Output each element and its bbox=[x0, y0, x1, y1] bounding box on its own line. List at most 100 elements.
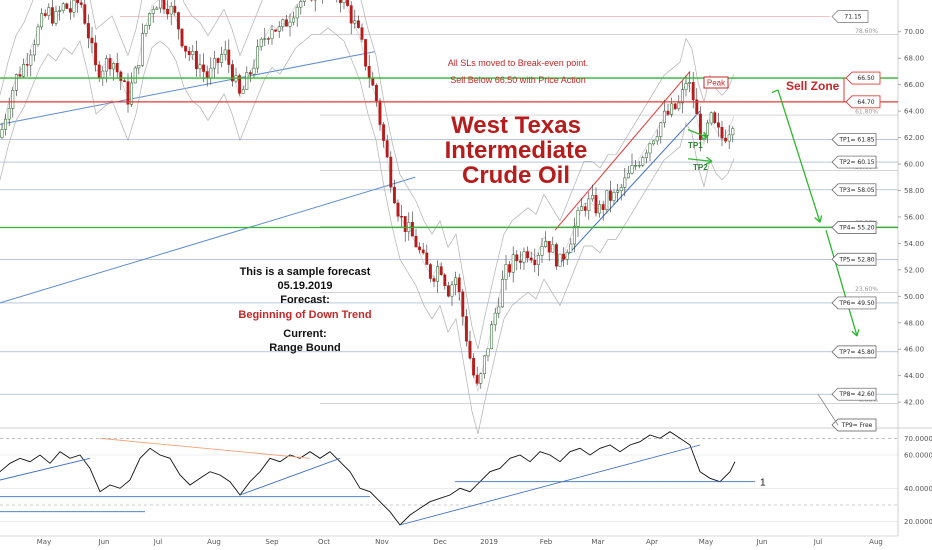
candle-body bbox=[724, 137, 728, 142]
rsi-trendline bbox=[399, 444, 701, 526]
candle-body bbox=[680, 89, 684, 104]
candle-body bbox=[688, 82, 692, 84]
candle-body bbox=[216, 58, 220, 63]
candle-body bbox=[461, 291, 465, 317]
candle-body bbox=[374, 84, 378, 102]
candle-body bbox=[468, 340, 472, 359]
candle-body bbox=[425, 252, 429, 265]
candle-body bbox=[202, 64, 206, 72]
candle-body bbox=[180, 28, 184, 47]
candle-body bbox=[151, 9, 155, 14]
candle-body bbox=[716, 122, 720, 128]
forecast-arrow bbox=[687, 129, 709, 139]
candle-body bbox=[248, 72, 252, 75]
candle-body bbox=[22, 64, 26, 77]
fib-label: 78.60% bbox=[855, 28, 878, 35]
candle-body bbox=[72, 0, 76, 13]
y-tick-label: 58.00 bbox=[904, 187, 924, 195]
candle-body bbox=[410, 222, 414, 237]
forecast-arrow bbox=[687, 158, 713, 163]
candle-body bbox=[0, 129, 4, 138]
candle-body bbox=[112, 63, 116, 70]
sell-zone-label: Sell Zone bbox=[786, 79, 840, 93]
candle-body bbox=[194, 51, 198, 70]
x-tick-label: Jun bbox=[756, 538, 768, 546]
candle-body bbox=[65, 3, 69, 9]
sell-note: Sell Below 66.50 with Price Action bbox=[450, 75, 586, 85]
x-tick-label: Aug bbox=[207, 538, 221, 546]
target-label: TP2= 60.15 bbox=[838, 159, 874, 166]
candle-body bbox=[54, 11, 58, 24]
candle-body bbox=[137, 65, 141, 69]
candle-body bbox=[554, 244, 558, 267]
rsi-trendline bbox=[239, 457, 341, 496]
candle-body bbox=[630, 165, 634, 174]
candle-body bbox=[223, 49, 227, 55]
candle-body bbox=[472, 357, 476, 376]
candle-body bbox=[270, 29, 274, 40]
top-price-box bbox=[831, 10, 869, 23]
candle-body bbox=[684, 83, 688, 90]
candle-body bbox=[389, 156, 393, 188]
candle-body bbox=[371, 77, 375, 86]
candle-body bbox=[475, 374, 479, 384]
target-label: TP7= 45.80 bbox=[838, 349, 874, 356]
price-gridlines bbox=[0, 0, 932, 536]
candle-body bbox=[533, 259, 537, 266]
candle-body bbox=[493, 312, 497, 326]
target-connector bbox=[817, 393, 839, 426]
candle-body bbox=[648, 143, 652, 154]
target-box bbox=[831, 387, 877, 401]
candle-body bbox=[673, 103, 677, 110]
candle-body bbox=[446, 285, 450, 297]
candle-body bbox=[421, 249, 425, 254]
candle-body bbox=[230, 64, 234, 82]
y-tick-label: 62.00 bbox=[904, 134, 924, 142]
candle-body bbox=[612, 192, 616, 201]
rising-channel-lower bbox=[559, 110, 701, 264]
candle-body bbox=[277, 26, 281, 32]
x-tick-label: Jul bbox=[813, 538, 823, 546]
forecast-value: Beginning of Down Trend bbox=[238, 309, 371, 321]
candle-body bbox=[392, 186, 396, 204]
candle-body bbox=[454, 277, 458, 285]
x-tick-label: Mar bbox=[591, 538, 604, 546]
candle-body bbox=[241, 89, 245, 94]
zone-price-box bbox=[845, 71, 881, 85]
candle-body bbox=[220, 54, 224, 63]
candle-body bbox=[662, 110, 666, 124]
peak-label: Peak bbox=[707, 79, 726, 88]
forecast-line1: This is a sample forecast bbox=[240, 266, 371, 278]
candle-body bbox=[562, 253, 566, 260]
sl-note: All SLs moved to Break-even point. bbox=[448, 58, 589, 68]
candle-body bbox=[166, 8, 170, 15]
rsi-tick-label: 70.0000 bbox=[904, 435, 932, 443]
candle-body bbox=[14, 74, 18, 91]
candle-body bbox=[432, 278, 436, 282]
candle-body bbox=[565, 252, 569, 260]
y-tick-label: 42.00 bbox=[904, 399, 924, 407]
current-line1: Current: bbox=[283, 328, 326, 340]
fib-label: 61.80% bbox=[855, 109, 878, 116]
peak-box: Peak bbox=[703, 76, 729, 89]
candle-body bbox=[652, 140, 656, 145]
y-tick-label: 50.00 bbox=[904, 293, 924, 301]
forecast-line2: 05.19.2019 bbox=[277, 280, 332, 292]
candle-body bbox=[68, 8, 72, 13]
target-label: TP1= 61.85 bbox=[838, 137, 874, 144]
candle-body bbox=[252, 67, 256, 75]
x-tick-label: Aug bbox=[869, 538, 883, 546]
time-axis: May Jun Jul Aug Sep Oct Nov Dec 2019 Feb Mar Apr May… bbox=[0, 535, 898, 546]
zone-price-label: 64.70 bbox=[857, 99, 874, 106]
forecast-arrows bbox=[687, 89, 860, 337]
candle-body bbox=[238, 75, 242, 94]
candle-body bbox=[58, 10, 62, 12]
candle-body bbox=[119, 71, 123, 81]
candle-body bbox=[511, 254, 515, 273]
candle-body bbox=[4, 118, 8, 130]
candle-body bbox=[695, 99, 699, 115]
candle-body bbox=[349, 5, 353, 24]
candle-body bbox=[130, 82, 134, 105]
